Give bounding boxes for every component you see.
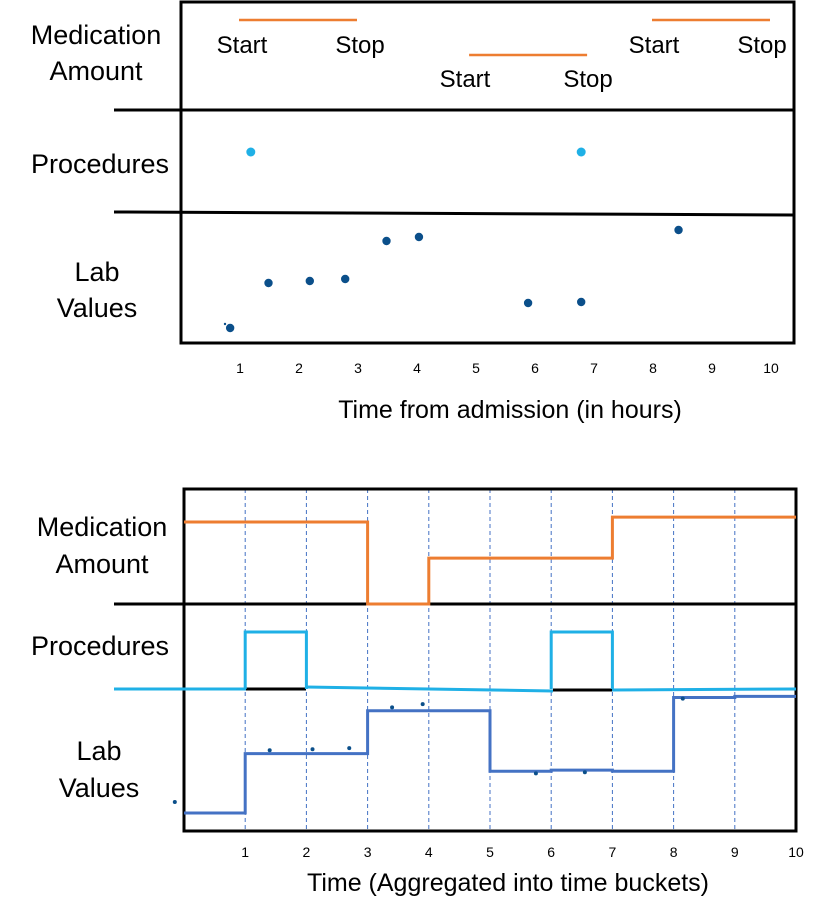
medication-start-label: Start [440, 66, 491, 93]
bottom-label-medication-line2: Amount [55, 549, 149, 579]
x-tick-label: 2 [295, 360, 303, 376]
procedure-event-point [246, 147, 256, 157]
bottom-label-lab-line2: Values [59, 773, 140, 803]
x-tick-label: 9 [708, 360, 716, 376]
procedure-baseline [305, 685, 554, 693]
lab-value-point [674, 225, 683, 235]
x-tick-label: 6 [547, 844, 555, 860]
x-tick-label: 5 [486, 844, 494, 860]
top-medication-event: Start Stop [440, 53, 613, 93]
lab-value-point [414, 232, 424, 242]
x-tick-label: 7 [590, 360, 598, 376]
medication-stop-label: Stop [563, 66, 612, 93]
lab-value-point [264, 278, 273, 288]
top-x-axis-title: Time from admission (in hours) [338, 396, 682, 424]
procedure-baseline [611, 687, 797, 692]
lab-value-point [420, 702, 425, 707]
bottom-panel: Medication Amount Procedures Lab Values … [31, 487, 804, 897]
bottom-x-axis-title: Time (Aggregated into time buckets) [307, 869, 709, 897]
lab-value-point [582, 770, 587, 775]
x-tick-label: 2 [303, 844, 311, 860]
top-medication-event: Start Stop [217, 18, 385, 59]
procedure-event-point [576, 147, 586, 157]
lab-stray-dot [223, 322, 227, 326]
medication-start-label: Start [629, 32, 680, 59]
lab-value-point [341, 274, 350, 284]
lab-value-point [347, 746, 352, 751]
x-tick-label: 10 [763, 360, 779, 376]
lab-value-point [172, 800, 177, 804]
lab-value-point [533, 771, 538, 776]
x-tick-label: 6 [531, 360, 539, 376]
bottom-lab-points [172, 696, 685, 804]
lab-value-point [310, 747, 315, 752]
lab-step-line [184, 694, 796, 815]
x-tick-label: 9 [731, 844, 739, 860]
top-label-lab-line1: Lab [74, 257, 119, 287]
x-tick-label: 1 [236, 360, 244, 376]
top-divider-procedures [113, 210, 795, 217]
x-tick-label: 7 [609, 844, 617, 860]
bottom-label-procedures: Procedures [31, 631, 169, 661]
bottom-panel-frame [182, 487, 798, 833]
medication-start-label: Start [217, 32, 268, 59]
x-tick-label: 8 [670, 844, 678, 860]
lab-value-point [390, 705, 395, 710]
lab-value-point [267, 748, 272, 753]
top-panel: Medication Amount Procedures Lab Values … [31, 0, 796, 424]
top-label-lab-line2: Values [57, 293, 138, 323]
medication-stop-label: Stop [737, 32, 786, 59]
medication-step-line [184, 515, 796, 606]
x-tick-label: 4 [413, 360, 421, 376]
lab-value-point [577, 297, 586, 307]
bottom-label-lab-line1: Lab [76, 736, 121, 766]
procedure-pulse [549, 630, 614, 689]
top-x-ticks: 1 2 3 4 5 6 7 8 9 10 [236, 360, 779, 376]
top-label-medication-line1: Medication [31, 20, 162, 50]
x-tick-label: 1 [241, 844, 249, 860]
top-label-procedures: Procedures [31, 149, 169, 179]
top-label-medication-line2: Amount [49, 56, 143, 86]
lab-value-point [382, 236, 391, 246]
top-lab-points [223, 225, 683, 333]
x-tick-label: 4 [425, 844, 433, 860]
top-medication-event: Start Stop [629, 18, 787, 59]
medication-stop-label: Stop [335, 32, 384, 59]
bottom-bucket-gridlines [244, 489, 736, 831]
top-procedure-points [246, 147, 586, 157]
bottom-x-ticks: 1 2 3 4 5 6 7 8 9 10 [241, 844, 804, 860]
top-panel-frame [179, 0, 796, 345]
bottom-label-medication-line1: Medication [37, 512, 168, 542]
x-tick-label: 3 [364, 844, 372, 860]
x-tick-label: 5 [472, 360, 480, 376]
x-tick-label: 3 [354, 360, 362, 376]
procedure-pulses [243, 630, 614, 689]
procedure-pulse [243, 630, 308, 689]
lab-value-point [680, 696, 685, 701]
lab-value-point [225, 323, 235, 333]
x-tick-label: 8 [649, 360, 657, 376]
lab-value-point [305, 276, 314, 286]
x-tick-label: 10 [788, 844, 804, 860]
lab-value-point [523, 298, 533, 308]
